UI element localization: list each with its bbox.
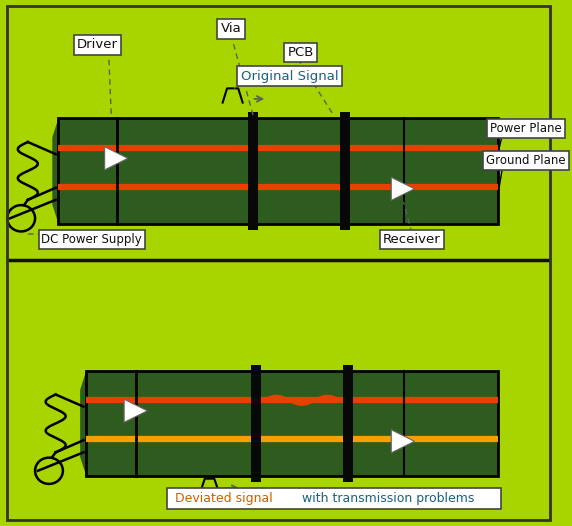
- Text: Receiver: Receiver: [383, 233, 441, 246]
- Bar: [86, 371, 498, 476]
- Polygon shape: [80, 371, 86, 476]
- Bar: [343, 365, 353, 482]
- Text: Power Plane: Power Plane: [490, 123, 562, 135]
- Bar: [167, 488, 501, 509]
- Text: Via: Via: [221, 23, 241, 35]
- Polygon shape: [52, 118, 58, 224]
- Text: Driver: Driver: [77, 38, 118, 51]
- Text: Original Signal: Original Signal: [241, 70, 338, 83]
- Text: with transmission problems: with transmission problems: [298, 492, 474, 505]
- Polygon shape: [391, 177, 415, 200]
- Bar: [86, 371, 498, 476]
- Text: Deviated signal: Deviated signal: [176, 492, 273, 505]
- Bar: [251, 365, 261, 482]
- Bar: [58, 118, 498, 224]
- Polygon shape: [124, 399, 148, 422]
- Bar: [248, 112, 258, 230]
- Bar: [58, 118, 498, 224]
- Bar: [340, 112, 350, 230]
- Text: Ground Plane: Ground Plane: [486, 154, 566, 167]
- Text: DC Power Supply: DC Power Supply: [41, 233, 142, 246]
- Text: PCB: PCB: [287, 46, 313, 59]
- Polygon shape: [105, 147, 128, 170]
- Polygon shape: [391, 430, 415, 453]
